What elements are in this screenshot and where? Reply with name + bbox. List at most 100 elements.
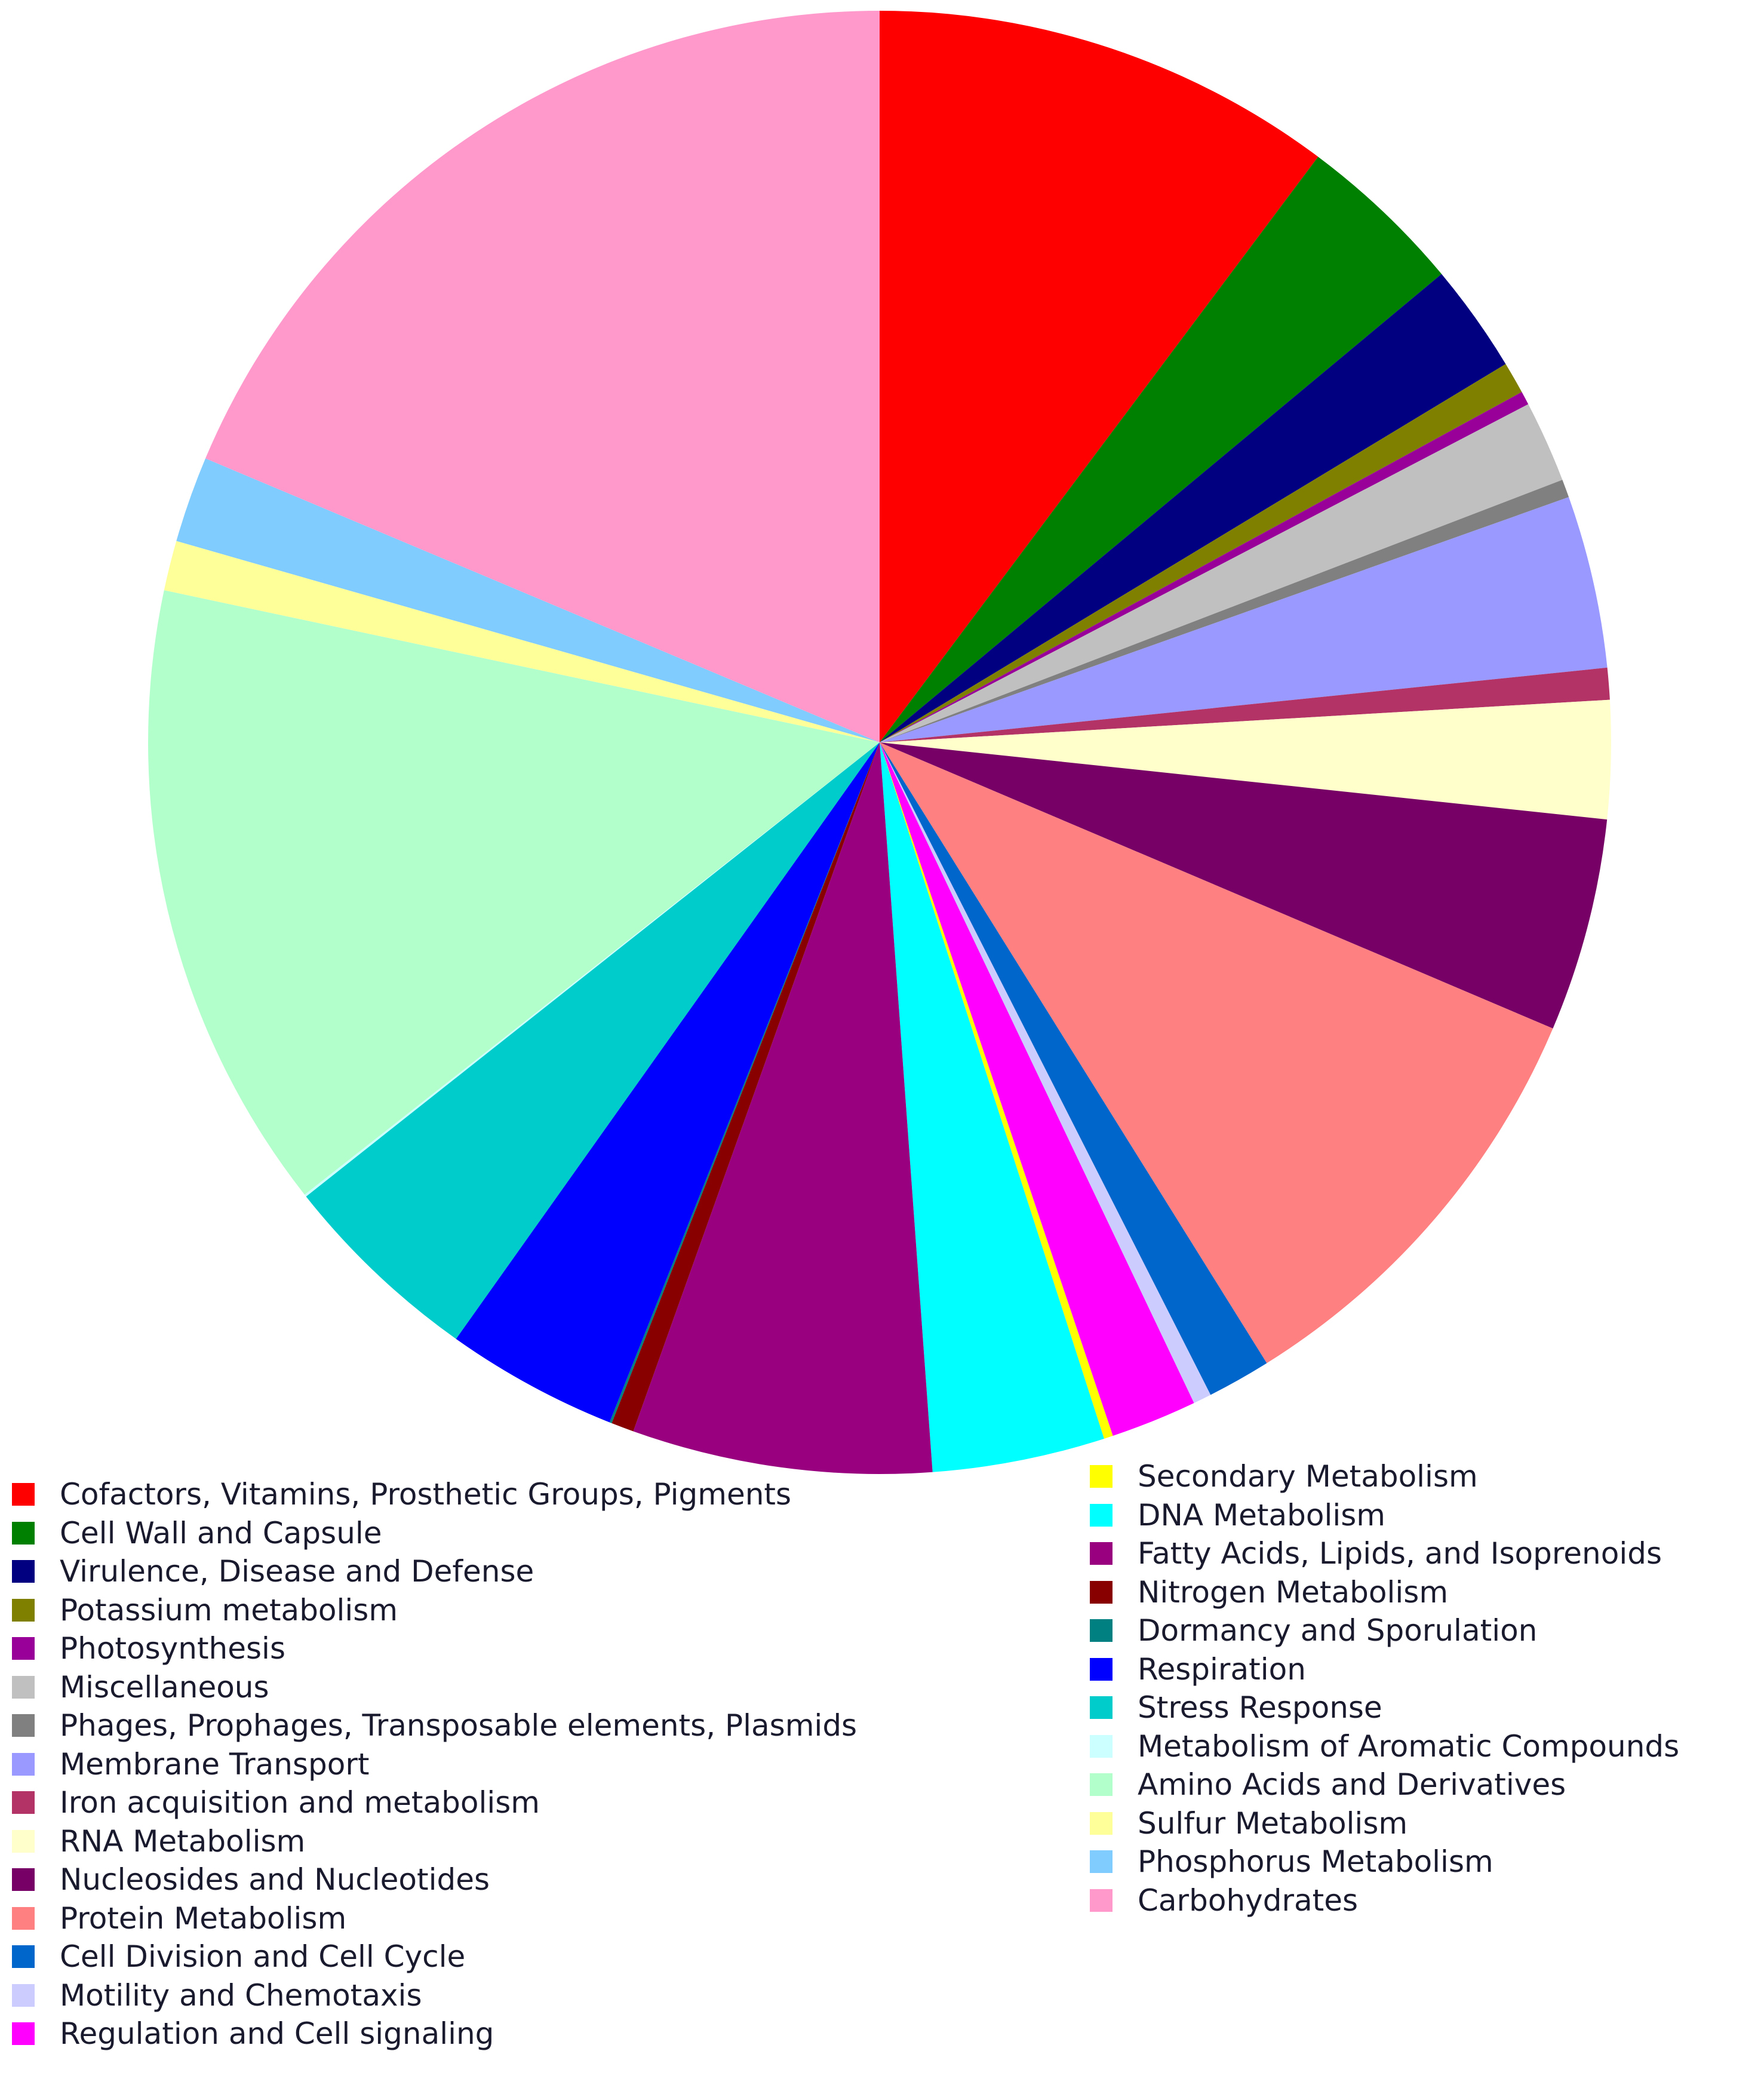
legend-item: Fatty Acids, Lipids, and Isoprenoids [1090,1534,1679,1573]
legend-item: Regulation and Cell signaling [12,2015,857,2053]
legend-label: Phages, Prophages, Transposable elements… [60,1708,858,1743]
legend-item: Phosphorus Metabolism [1090,1843,1679,1881]
legend-item: Nitrogen Metabolism [1090,1573,1679,1612]
legend-swatch [1090,1696,1113,1720]
legend-item: Amino Acids and Derivatives [1090,1765,1679,1804]
legend-item: Protein Metabolism [12,1899,857,1938]
legend-label: Nucleosides and Nucleotides [60,1862,490,1897]
legend-swatch [12,1675,35,1699]
legend-item: Phages, Prophages, Transposable elements… [12,1706,857,1745]
legend-swatch [12,1714,35,1737]
legend-label: Potassium metabolism [60,1592,398,1628]
pie-slice-phages-prophages-transposable-elements-plasmids [880,480,1569,742]
legend-label: Motility and Chemotaxis [60,1978,422,2013]
pie-slice-rna-metabolism [880,699,1612,820]
legend-item: Nucleosides and Nucleotides [12,1860,857,1899]
legend-swatch [12,1752,35,1776]
legend-label: Cofactors, Vitamins, Prosthetic Groups, … [60,1477,792,1512]
legend-label: Carbohydrates [1138,1883,1359,1918]
pie-slice-metabolism-of-aromatic-compounds [305,742,880,1197]
legend-label: Miscellaneous [60,1669,269,1705]
pie-slice-dormancy-and-sporulation [609,742,880,1423]
legend-label: Iron acquisition and metabolism [60,1785,540,1820]
legend-item: RNA Metabolism [12,1822,857,1861]
legend-item: Dormancy and Sporulation [1090,1611,1679,1650]
pie-slice-phosphorus-metabolism [176,458,880,742]
legend-swatch [1090,1811,1113,1835]
pie-slice-iron-acquisition-and-metabolism [880,667,1610,742]
legend-item: Secondary Metabolism [1090,1457,1679,1496]
pie-slice-regulation-and-cell-signaling [880,742,1194,1436]
legend-swatch [1090,1657,1113,1681]
pie-slice-carbohydrates [205,11,880,742]
legend-swatch [1090,1542,1113,1565]
pie-slice-amino-acids-and-derivatives [148,590,880,1195]
pie-slice-cell-wall-and-capsule [880,156,1442,742]
legend-label: Cell Division and Cell Cycle [60,1939,466,1975]
legend-swatch [1090,1580,1113,1604]
legend-item: Miscellaneous [12,1668,857,1707]
legend-item: DNA Metabolism [1090,1496,1679,1535]
legend-item: Cell Division and Cell Cycle [12,1938,857,1976]
pie-slice-respiration [456,742,880,1423]
legend-swatch [12,1945,35,1969]
legend-swatch [12,1983,35,2007]
legend-swatch [12,1829,35,1853]
legend-swatch [12,1906,35,1930]
legend-label: Metabolism of Aromatic Compounds [1138,1728,1680,1764]
legend-item: Photosynthesis [12,1629,857,1668]
pie-slice-nucleosides-and-nucleotides [880,742,1608,1029]
legend-item: Motility and Chemotaxis [12,1976,857,2015]
pie-slice-fatty-acids-lipids-and-isoprenoids [633,742,933,1474]
pie-slice-stress-response [306,742,880,1339]
legend-item: Respiration [1090,1650,1679,1689]
legend-item: Cofactors, Vitamins, Prosthetic Groups, … [12,1475,857,1514]
pie-slice-membrane-transport [880,497,1608,742]
legend-swatch [12,1637,35,1660]
legend-item: Potassium metabolism [12,1591,857,1630]
pie-slice-photosynthesis [880,392,1529,742]
pie-slice-secondary-metabolism [880,742,1113,1439]
legend-swatch [1090,1734,1113,1758]
legend-label: Photosynthesis [60,1631,286,1666]
pie-slice-potassium-metabolism [880,364,1522,742]
legend-left: Cofactors, Vitamins, Prosthetic Groups, … [12,1475,857,2053]
legend-swatch [1090,1503,1113,1527]
legend-label: Stress Response [1138,1690,1382,1725]
legend-label: Cell Wall and Capsule [60,1515,382,1550]
legend-item: Membrane Transport [12,1745,857,1784]
legend-swatch [12,1791,35,1814]
legend-swatch [12,1868,35,1892]
legend-label: Virulence, Disease and Defense [60,1554,534,1589]
pie-slice-cofactors-vitamins-prosthetic-groups-pigments [880,11,1319,742]
legend-swatch [1090,1773,1113,1797]
legend-label: Dormancy and Sporulation [1138,1613,1538,1648]
legend-label: Sulfur Metabolism [1138,1806,1408,1841]
legend-swatch [12,1560,35,1583]
pie-slice-protein-metabolism [880,742,1553,1364]
legend-item: Stress Response [1090,1688,1679,1727]
legend-swatch [1090,1889,1113,1912]
pie-slice-virulence-disease-and-defense [880,274,1506,743]
pie-slice-nitrogen-metabolism [611,742,880,1432]
legend-item: Carbohydrates [1090,1881,1679,1920]
legend-label: RNA Metabolism [60,1823,306,1859]
legend-label: Respiration [1138,1651,1306,1687]
pie-slice-sulfur-metabolism [164,541,880,742]
legend-label: Protein Metabolism [60,1900,347,1936]
pie-slice-miscellaneous [880,404,1563,742]
legend-label: DNA Metabolism [1138,1497,1386,1533]
legend-swatch [1090,1619,1113,1642]
pie-slice-motility-and-chemotaxis [880,742,1211,1404]
legend-swatch [12,2022,35,2046]
legend-swatch [1090,1850,1113,1874]
legend-item: Virulence, Disease and Defense [12,1552,857,1591]
legend-item: Iron acquisition and metabolism [12,1783,857,1822]
legend-swatch [12,1598,35,1622]
legend-swatch [1090,1465,1113,1488]
legend-label: Fatty Acids, Lipids, and Isoprenoids [1138,1536,1662,1571]
legend-item: Cell Wall and Capsule [12,1514,857,1553]
legend-label: Phosphorus Metabolism [1138,1844,1493,1880]
legend-swatch [12,1521,35,1545]
legend-right: Secondary Metabolism DNA Metabolism Fatty … [1090,1457,1679,1920]
